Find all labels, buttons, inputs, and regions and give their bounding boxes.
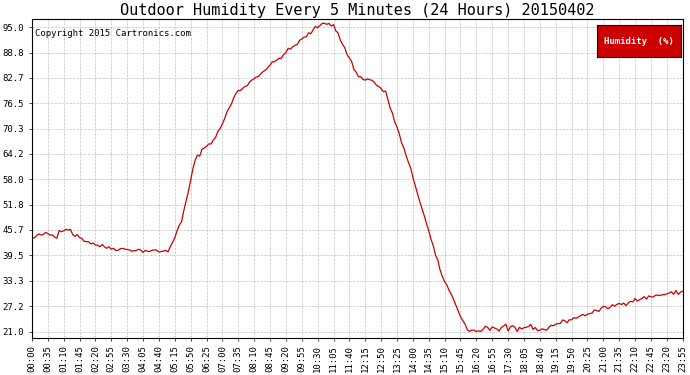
- Title: Outdoor Humidity Every 5 Minutes (24 Hours) 20150402: Outdoor Humidity Every 5 Minutes (24 Hou…: [120, 3, 595, 18]
- Text: Copyright 2015 Cartronics.com: Copyright 2015 Cartronics.com: [35, 28, 191, 38]
